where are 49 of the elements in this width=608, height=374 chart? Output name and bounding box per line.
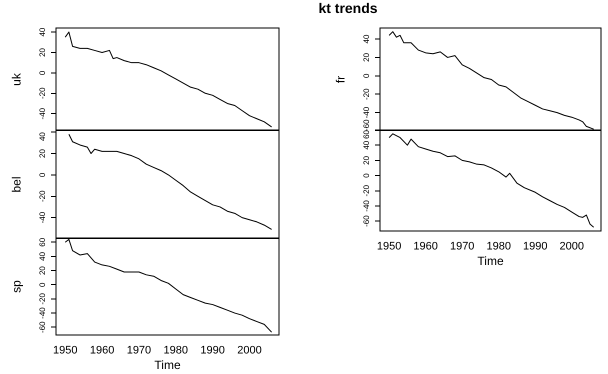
y-tick-label: -40 [362, 106, 372, 118]
y-tick-label: 40 [38, 251, 48, 261]
y-tick-label: -20 [362, 88, 372, 100]
y-tick-label: -40 [38, 306, 48, 319]
x-tick-label: 1990 [200, 344, 225, 357]
y-tick-label: 0 [362, 73, 372, 78]
y-axis-title: bel [10, 176, 24, 193]
y-tick-label: 0 [38, 70, 48, 76]
x-tick-label: 1950 [52, 344, 78, 357]
y-tick-label: -20 [38, 86, 48, 100]
y-tick-label: 0 [38, 282, 48, 287]
y-tick-label: -60 [362, 214, 372, 227]
x-axis-title: Time [154, 358, 181, 372]
y-tick-label: -40 [38, 211, 48, 224]
x-tick-label: 1980 [164, 344, 188, 357]
y-axis-title: uk [10, 72, 24, 86]
y-tick-label: 0 [38, 172, 48, 178]
x-tick-label: 1970 [126, 344, 152, 357]
y-tick-label: -40 [362, 200, 372, 212]
y-axis-title: fr [334, 76, 348, 84]
y-tick-label: 40 [362, 140, 372, 150]
y-tick-label: -60 [38, 320, 48, 333]
y-tick-label: 60 [362, 129, 372, 139]
x-tick-label: 1960 [413, 240, 438, 253]
y-tick-label: -60 [362, 118, 372, 131]
x-tick-label: 1960 [90, 344, 114, 357]
chart-title: kt trends [317, 0, 379, 16]
x-tick-label: 1990 [523, 240, 548, 253]
y-tick-label: 60 [38, 237, 48, 247]
x-tick-label: 2000 [237, 344, 262, 357]
y-tick-label: 20 [362, 155, 372, 165]
y-tick-label: 40 [362, 34, 372, 44]
x-axis-title: Time [477, 254, 504, 268]
y-tick-label: -20 [38, 292, 48, 305]
y-tick-label: 20 [38, 47, 48, 57]
y-axis-title: sp [10, 280, 24, 293]
y-tick-label: 20 [362, 52, 372, 62]
x-tick-label: 1970 [450, 240, 474, 253]
x-tick-label: 1980 [486, 240, 511, 253]
x-tick-label: 2000 [560, 240, 584, 253]
y-tick-label: 20 [38, 266, 48, 276]
y-tick-label: 0 [362, 172, 372, 178]
y-tick-label: 40 [38, 27, 48, 37]
x-tick-label: 1950 [376, 240, 402, 253]
y-tick-label: -20 [362, 184, 372, 197]
y-tick-label: -20 [38, 190, 48, 202]
y-tick-label: -40 [38, 107, 48, 120]
y-tick-label: 20 [38, 148, 48, 158]
y-tick-label: 40 [38, 132, 48, 142]
